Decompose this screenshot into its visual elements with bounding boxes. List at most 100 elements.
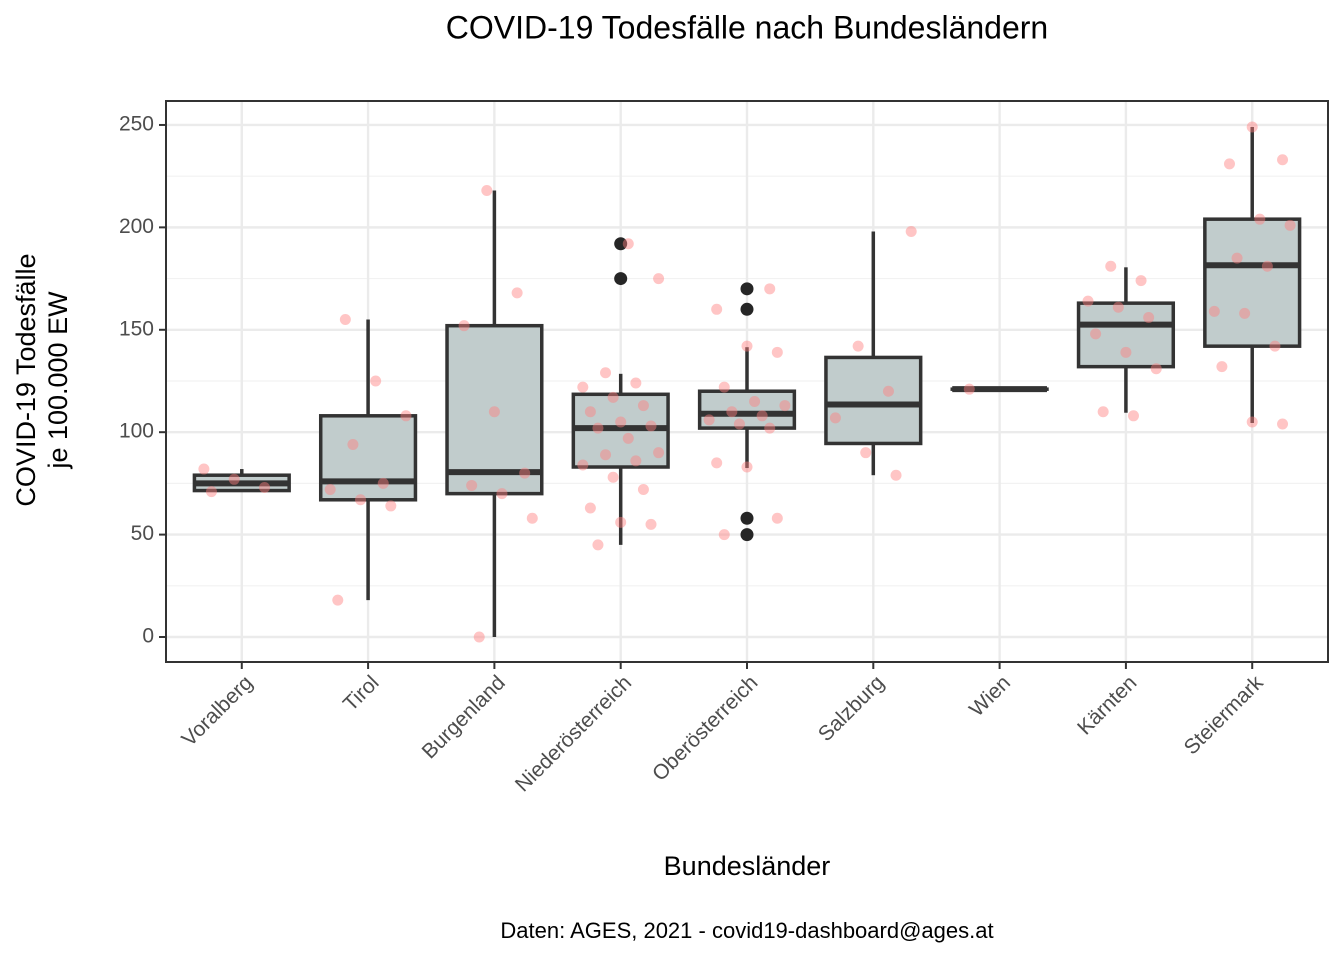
data-point (711, 304, 722, 315)
data-point (1128, 410, 1139, 421)
data-point (1232, 253, 1243, 264)
data-point (653, 447, 664, 458)
outlier (741, 512, 754, 525)
chart-title: COVID-19 Todesfälle nach Bundesländern (446, 9, 1048, 45)
data-point (1239, 308, 1250, 319)
data-point (1277, 419, 1288, 430)
data-point (577, 382, 588, 393)
data-point (734, 419, 745, 430)
data-point (1262, 261, 1273, 272)
data-point (638, 400, 649, 411)
data-point (742, 341, 753, 352)
data-point (749, 396, 760, 407)
data-point (772, 513, 783, 524)
data-point (459, 320, 470, 331)
data-point (600, 449, 611, 460)
data-point (1247, 122, 1258, 133)
data-point (623, 238, 634, 249)
data-point (198, 464, 209, 475)
data-point (726, 406, 737, 417)
data-point (1120, 347, 1131, 358)
data-point (615, 517, 626, 528)
data-point (1277, 154, 1288, 165)
data-point (206, 486, 217, 497)
data-point (259, 482, 270, 493)
data-point (891, 470, 902, 481)
y-axis-title: je 100.000 EW (43, 291, 73, 470)
data-point (623, 433, 634, 444)
data-point (711, 457, 722, 468)
data-point (592, 423, 603, 434)
data-point (646, 421, 657, 432)
data-point (355, 494, 366, 505)
outlier (741, 528, 754, 541)
data-point (1151, 363, 1162, 374)
data-point (1105, 261, 1116, 272)
data-point (1216, 361, 1227, 372)
data-point (229, 474, 240, 485)
data-point (1247, 416, 1258, 427)
y-tick-label: 150 (119, 317, 154, 340)
data-point (474, 632, 485, 643)
data-point (1143, 312, 1154, 323)
data-point (592, 539, 603, 550)
data-point (719, 529, 730, 540)
y-tick-label: 50 (131, 522, 154, 545)
data-point (1285, 220, 1296, 231)
data-point (466, 480, 477, 491)
data-point (630, 378, 641, 389)
data-point (638, 484, 649, 495)
data-point (1209, 306, 1220, 317)
data-point (527, 513, 538, 524)
data-point (512, 287, 523, 298)
data-point (496, 488, 507, 499)
y-tick-label: 100 (119, 420, 154, 443)
outlier (614, 272, 627, 285)
data-point (764, 283, 775, 294)
data-point (646, 519, 657, 530)
box (826, 357, 921, 443)
y-tick-label: 250 (119, 113, 154, 136)
data-point (653, 273, 664, 284)
data-point (742, 462, 753, 473)
data-point (719, 382, 730, 393)
data-point (585, 406, 596, 417)
data-point (964, 384, 975, 395)
data-point (577, 459, 588, 470)
data-point (772, 347, 783, 358)
data-point (489, 406, 500, 417)
data-point (347, 439, 358, 450)
data-point (519, 468, 530, 479)
data-point (400, 410, 411, 421)
data-point (1224, 158, 1235, 169)
y-axis-title: COVID-19 Todesfälle (11, 253, 41, 506)
data-point (1269, 341, 1280, 352)
data-point (325, 484, 336, 495)
data-point (481, 185, 492, 196)
data-point (853, 341, 864, 352)
data-point (757, 410, 768, 421)
outlier (741, 282, 754, 295)
data-point (608, 472, 619, 483)
data-point (608, 392, 619, 403)
data-point (906, 226, 917, 237)
data-point (779, 400, 790, 411)
data-point (1113, 302, 1124, 313)
caption: Daten: AGES, 2021 - covid19-dashboard@ag… (500, 918, 993, 943)
y-tick-label: 0 (142, 625, 154, 648)
data-point (883, 386, 894, 397)
data-point (630, 455, 641, 466)
data-point (1136, 275, 1147, 286)
data-point (860, 447, 871, 458)
data-point (370, 375, 381, 386)
y-tick-label: 200 (119, 215, 154, 238)
data-point (830, 412, 841, 423)
data-point (385, 500, 396, 511)
data-point (332, 595, 343, 606)
data-point (1090, 328, 1101, 339)
data-point (1254, 214, 1265, 225)
x-axis-title: Bundesländer (664, 851, 831, 881)
data-point (764, 423, 775, 434)
box (1205, 219, 1300, 346)
